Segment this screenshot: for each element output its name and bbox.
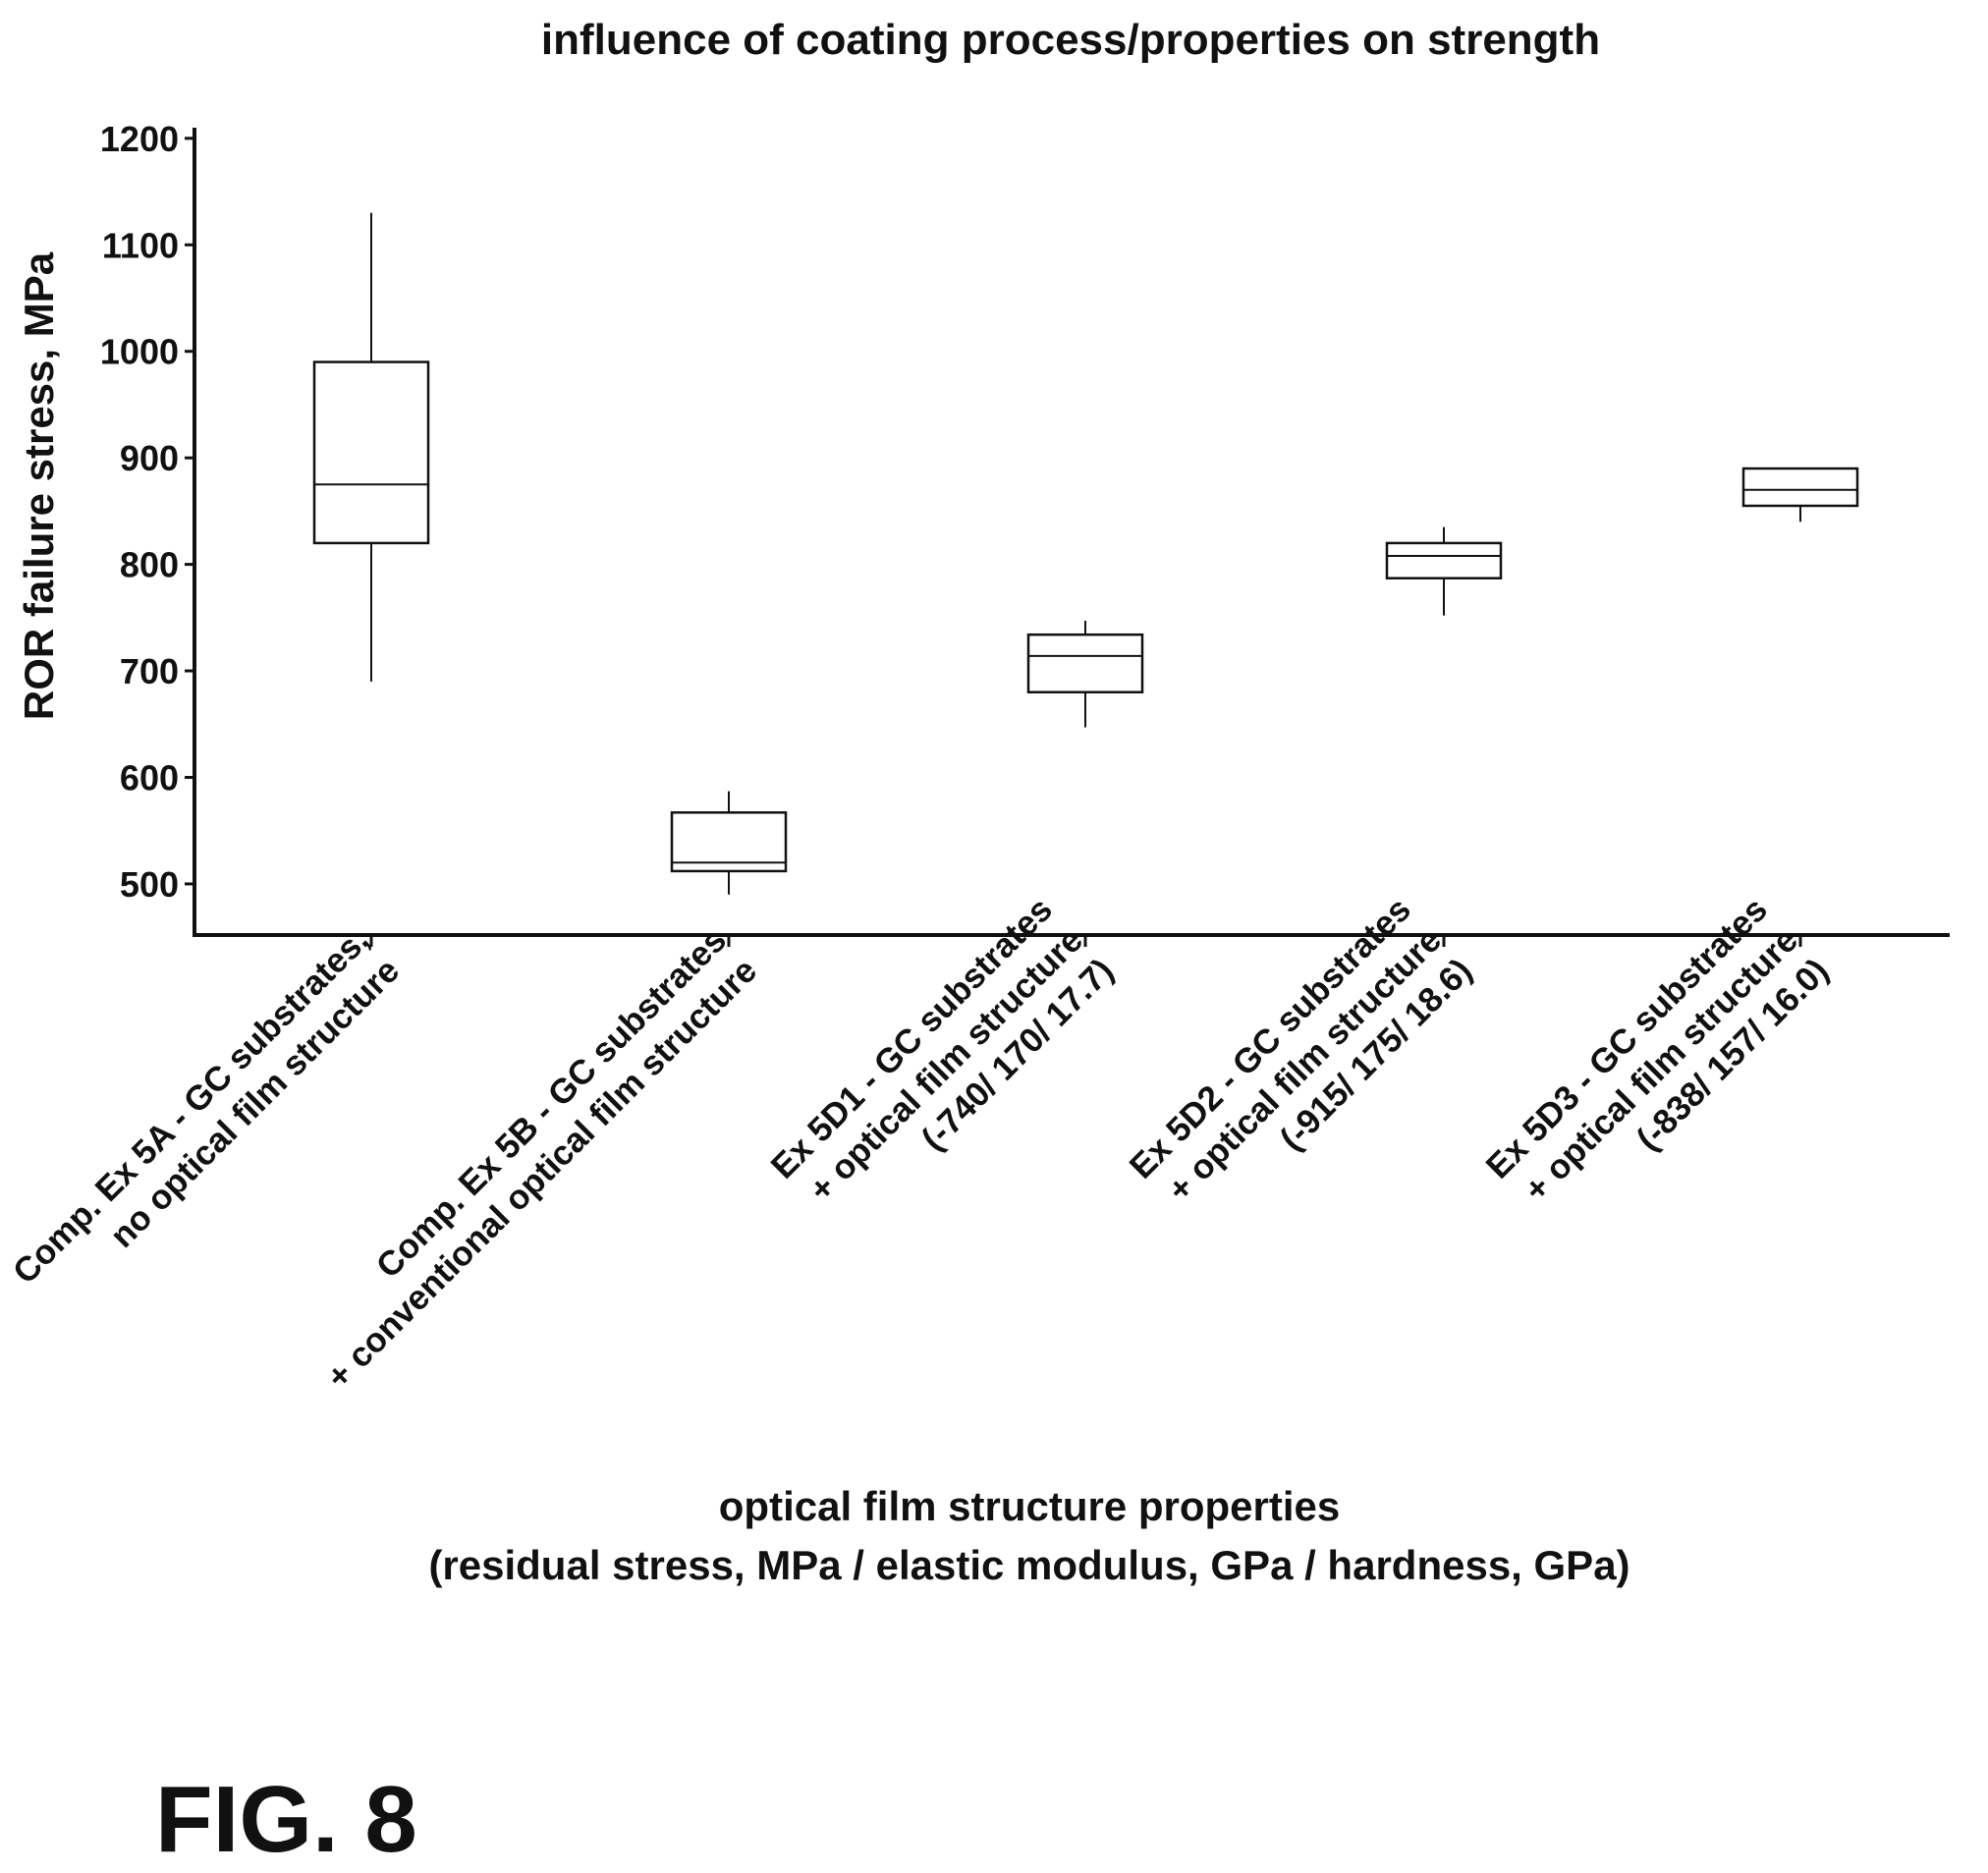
box-2 [670,791,788,895]
y-tick-label: 1000 [100,332,179,372]
category-label-1: Comp. Ex 5A - GC substrates,no optical f… [6,920,407,1291]
y-axis-label: ROR failure stress, MPa [16,251,62,720]
y-tick-label: 800 [120,545,179,585]
box-body [1741,467,1859,508]
category-label-line: + conventional optical film structure [319,952,764,1397]
box-body [670,811,788,873]
category-label-line: Comp. Ex 5B - GC substrates [369,920,734,1285]
y-axis: 500 600 700 800 900 1000 1100 1200 [100,119,196,935]
x-axis [193,933,1950,947]
box-3 [1026,621,1144,728]
y-tick-label: 900 [120,438,179,478]
y-tick-label: 500 [120,864,179,905]
x-axis-label-line-1: optical film structure properties [719,1483,1340,1529]
box-body [1385,541,1503,579]
y-tick-label: 1200 [100,119,179,159]
x-axis-label-line-2: (residual stress, MPa / elastic modulus,… [428,1542,1629,1588]
category-label-line: + optical film structure [1160,920,1449,1209]
chart-title: influence of coating process/properties … [541,16,1600,64]
category-label-3: Ex 5D1 - GC substrates+ optical film str… [764,890,1122,1209]
category-label-line: + optical film structure [801,920,1090,1209]
box-4 [1385,526,1503,616]
category-label-5: Ex 5D3 - GC substrates+ optical film str… [1479,890,1837,1209]
box-1 [312,212,430,682]
category-label-line: Comp. Ex 5A - GC substrates, [6,920,376,1291]
category-label-4: Ex 5D2 - GC substrates+ optical film str… [1123,890,1480,1209]
y-tick-label: 700 [120,651,179,691]
category-labels: Comp. Ex 5A - GC substrates,no optical f… [6,890,1836,1396]
figure-label: FIG. 8 [155,1767,417,1872]
y-tick-label: 1100 [102,225,179,265]
box-series [312,212,1859,895]
box-body [1026,633,1144,693]
box-5 [1741,467,1859,523]
box-body [312,360,430,545]
y-tick-label: 600 [120,758,179,799]
category-label-line: + optical film structure [1517,920,1805,1209]
category-label-line: no optical film structure [103,952,407,1255]
